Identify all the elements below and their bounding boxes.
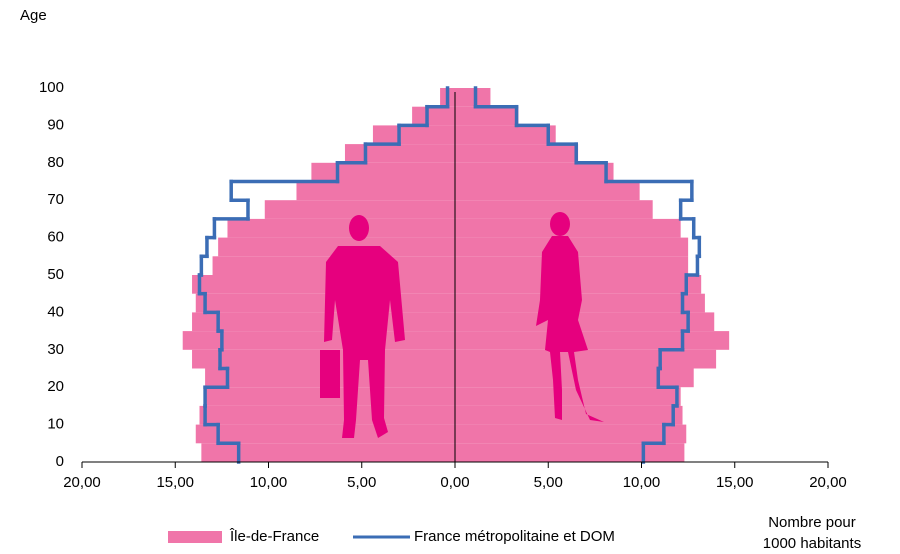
bar	[345, 144, 455, 163]
y-tick-label: 60	[47, 229, 64, 246]
bar	[311, 163, 455, 182]
y-tick-label: 40	[47, 303, 64, 320]
x-tick-label: 15,00	[716, 474, 754, 491]
bar	[227, 219, 455, 238]
legend-label: France métropolitaine et DOM	[414, 528, 615, 545]
x-tick-label: 5,00	[534, 474, 563, 491]
bar	[199, 406, 455, 425]
legend-label: Île-de-France	[229, 528, 319, 545]
y-tick-label: 50	[47, 266, 64, 283]
y-tick-label: 70	[47, 191, 64, 208]
bar	[455, 88, 490, 107]
y-tick-label: 90	[47, 116, 64, 133]
bar	[296, 182, 455, 201]
bar	[455, 350, 716, 369]
bar	[455, 331, 729, 350]
y-tick-label: 30	[47, 341, 64, 358]
y-tick-label: 80	[47, 154, 64, 171]
plot: 20,00 15,00 10,00 5,00 0,00 5,00 10,00 15,00 20,…	[39, 79, 847, 491]
bar	[455, 312, 714, 331]
bar	[192, 312, 455, 331]
x-tick-label: 5,00	[347, 474, 376, 491]
bar	[455, 406, 683, 425]
bar	[455, 425, 686, 444]
bar	[373, 125, 455, 144]
x-tick-label: 10,00	[623, 474, 661, 491]
y-tick-label: 10	[47, 416, 64, 433]
x-axis-title: Nombre pour	[768, 514, 856, 531]
bar	[455, 182, 640, 201]
legend-swatch	[168, 531, 222, 543]
y-tick-label: 0	[56, 453, 64, 470]
page: Age Nombre pour 1000 habitants 20,00 15,0…	[0, 0, 900, 554]
x-tick-label: 15,00	[156, 474, 194, 491]
y-tick-label: 20	[47, 378, 64, 395]
x-tick-label: 0,00	[440, 474, 469, 491]
bar	[192, 275, 455, 294]
bar	[455, 443, 684, 462]
bar	[455, 387, 681, 406]
bar	[196, 425, 455, 444]
bar	[455, 107, 518, 126]
x-tick-label: 10,00	[250, 474, 288, 491]
bar	[455, 163, 614, 182]
chart: Age Nombre pour 1000 habitants 20,00 15,0…	[0, 0, 900, 554]
x-tick-label: 20,00	[63, 474, 101, 491]
x-tick-label: 20,00	[809, 474, 847, 491]
bar	[412, 107, 455, 126]
x-axis-title: 1000 habitants	[763, 535, 861, 552]
bar	[455, 125, 556, 144]
y-axis-title: Age	[20, 7, 47, 24]
y-tick-label: 100	[39, 79, 64, 96]
bar	[455, 144, 578, 163]
